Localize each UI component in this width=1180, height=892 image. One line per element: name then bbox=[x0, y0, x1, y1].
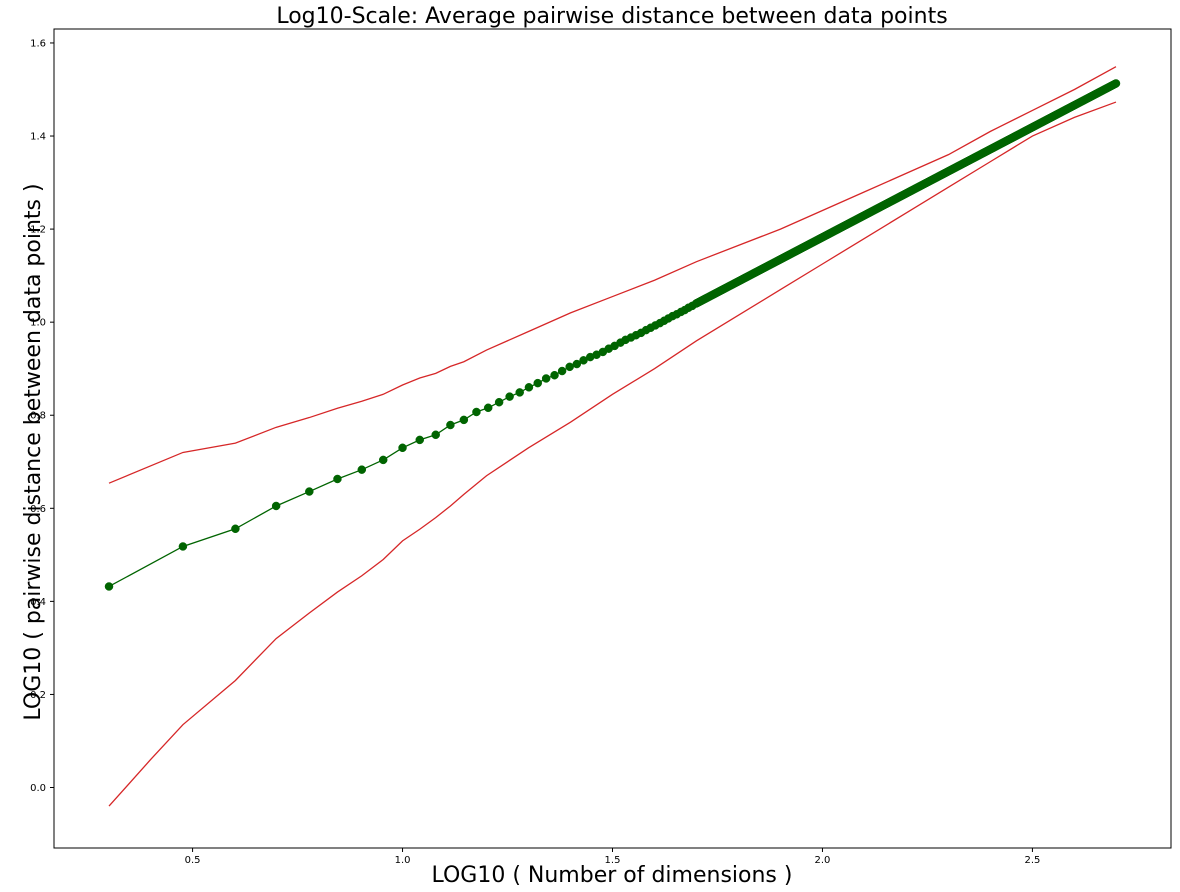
mean-data-point bbox=[333, 474, 342, 484]
mean-data-point bbox=[459, 415, 469, 425]
mean-data-point bbox=[483, 403, 493, 413]
plot-area bbox=[53, 28, 1172, 849]
mean-data-point bbox=[550, 370, 559, 380]
y-tick-label: 0.6 bbox=[30, 504, 46, 515]
mean-data-point bbox=[415, 435, 424, 445]
y-tick-label: 0.0 bbox=[30, 783, 46, 794]
plot-frame bbox=[53, 28, 1172, 849]
mean-data-point bbox=[565, 362, 574, 372]
mean-data-point bbox=[524, 383, 534, 392]
y-tick-label: 0.8 bbox=[30, 411, 46, 422]
mean-data-point bbox=[431, 430, 440, 440]
mean-data-point bbox=[178, 542, 188, 551]
y-tick-label: 1.4 bbox=[30, 132, 46, 143]
y-tick-label: 1.6 bbox=[30, 38, 46, 49]
y-axis: 0.0 0.2 0.4 0.6 0.8 1.0 1.2 1.4 1.6 bbox=[30, 38, 54, 794]
series-layer bbox=[104, 66, 1121, 807]
mean-data-point bbox=[494, 397, 504, 407]
mean-data-point bbox=[271, 501, 281, 511]
mean-data-point bbox=[505, 392, 514, 401]
x-axis: 0.5 1.0 1.5 2.0 2.5 bbox=[185, 848, 1040, 866]
x-axis-label: LOG10 ( Number of dimensions ) bbox=[432, 863, 793, 888]
mean-data-point bbox=[378, 455, 388, 465]
mean-data-point bbox=[572, 359, 582, 369]
x-tick-label: 2.0 bbox=[815, 855, 831, 866]
upper-bound-line bbox=[108, 66, 1117, 484]
y-tick-label: 0.2 bbox=[30, 690, 46, 701]
mean-data-point bbox=[472, 407, 481, 417]
chart-title: Log10-Scale: Average pairwise distance b… bbox=[276, 4, 947, 29]
mean-data-point bbox=[446, 420, 455, 430]
mean-data-point bbox=[1111, 79, 1121, 88]
x-tick-label: 1.0 bbox=[395, 855, 411, 866]
y-tick-label: 0.4 bbox=[30, 597, 46, 608]
y-tick-label: 1.2 bbox=[30, 225, 46, 236]
y-axis-label: LOG10 ( pairwise distance between data p… bbox=[21, 183, 46, 720]
mean-data-point bbox=[515, 388, 524, 397]
x-tick-label: 2.5 bbox=[1024, 855, 1040, 866]
mean-data-point bbox=[305, 487, 314, 496]
y-tick-label: 1.0 bbox=[30, 318, 46, 329]
mean-data-point bbox=[557, 366, 567, 376]
x-tick-label: 1.5 bbox=[605, 855, 621, 866]
x-tick-label: 0.5 bbox=[185, 855, 201, 866]
mean-data-point bbox=[533, 378, 542, 388]
mean-data-point bbox=[541, 374, 551, 383]
mean-data-point bbox=[231, 524, 240, 534]
lower-bound-line bbox=[108, 101, 1117, 807]
mean-data-point bbox=[104, 582, 114, 591]
mean-data-point bbox=[398, 443, 407, 453]
mean-data-point bbox=[357, 465, 367, 474]
